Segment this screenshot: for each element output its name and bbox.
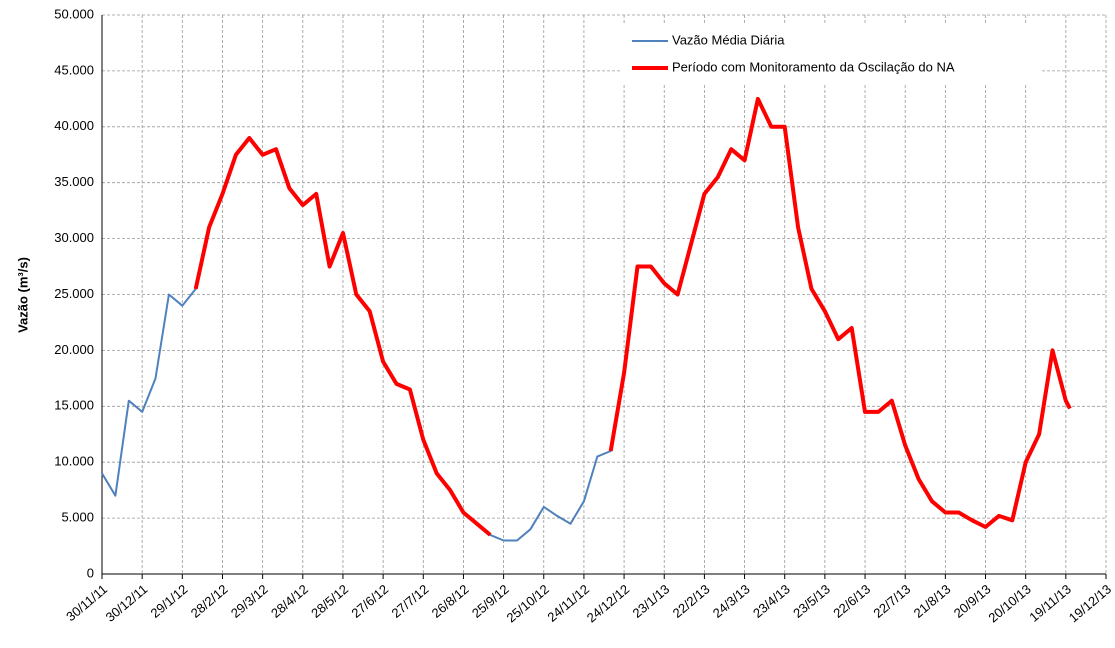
x-tick-label: 27/6/12 [348, 581, 391, 620]
data-line [193, 96, 1072, 537]
x-tick-label: 25/10/12 [503, 581, 551, 625]
x-tick-label: 30/12/11 [103, 581, 151, 624]
x-tick-label: 19/12/13 [1066, 581, 1114, 625]
x-tick-label: 27/7/12 [389, 581, 432, 620]
x-tick-label: 28/4/12 [268, 581, 311, 620]
x-tick-label: 19/11/13 [1026, 581, 1074, 624]
y-axis-label: Vazão (m³/s) [15, 257, 30, 333]
x-tick-label: 23/1/13 [630, 581, 673, 620]
x-tick-label: 28/5/12 [308, 581, 351, 620]
y-tick-label: 5.000 [61, 510, 94, 525]
x-tick-label: 22/7/13 [870, 581, 913, 620]
x-tick-label: 24/11/12 [544, 581, 592, 624]
x-tick-label: 23/5/13 [790, 581, 833, 620]
y-tick-label: 0 [87, 565, 94, 580]
y-tick-label: 35.000 [54, 174, 94, 189]
x-tick-label: 22/2/13 [670, 581, 713, 620]
y-tick-label: 20.000 [54, 342, 94, 357]
x-tick-label: 22/6/13 [830, 581, 873, 620]
y-tick-label: 15.000 [54, 398, 94, 413]
legend-label: Vazão Média Diária [672, 32, 785, 47]
y-tick-label: 50.000 [54, 6, 94, 21]
y-tick-label: 30.000 [54, 230, 94, 245]
x-tick-label: 24/3/13 [710, 581, 753, 620]
legend-box [620, 25, 1040, 83]
x-tick-label: 26/8/12 [429, 581, 472, 620]
x-tick-label: 30/11/11 [63, 581, 110, 624]
y-tick-label: 45.000 [54, 62, 94, 77]
x-tick-label: 23/4/13 [750, 581, 793, 620]
x-tick-label: 29/3/12 [228, 581, 271, 620]
y-tick-label: 10.000 [54, 454, 94, 469]
x-tick-label: 28/2/12 [188, 581, 231, 620]
x-tick-label: 29/1/12 [148, 581, 191, 620]
legend-label: Período com Monitoramento da Oscilação d… [672, 59, 955, 74]
x-tick-label: 20/10/13 [985, 581, 1033, 625]
x-tick-label: 24/12/12 [584, 581, 632, 625]
y-tick-label: 25.000 [54, 286, 94, 301]
y-tick-label: 40.000 [54, 118, 94, 133]
x-tick-label: 21/8/13 [911, 581, 954, 620]
data-line [101, 97, 1071, 542]
